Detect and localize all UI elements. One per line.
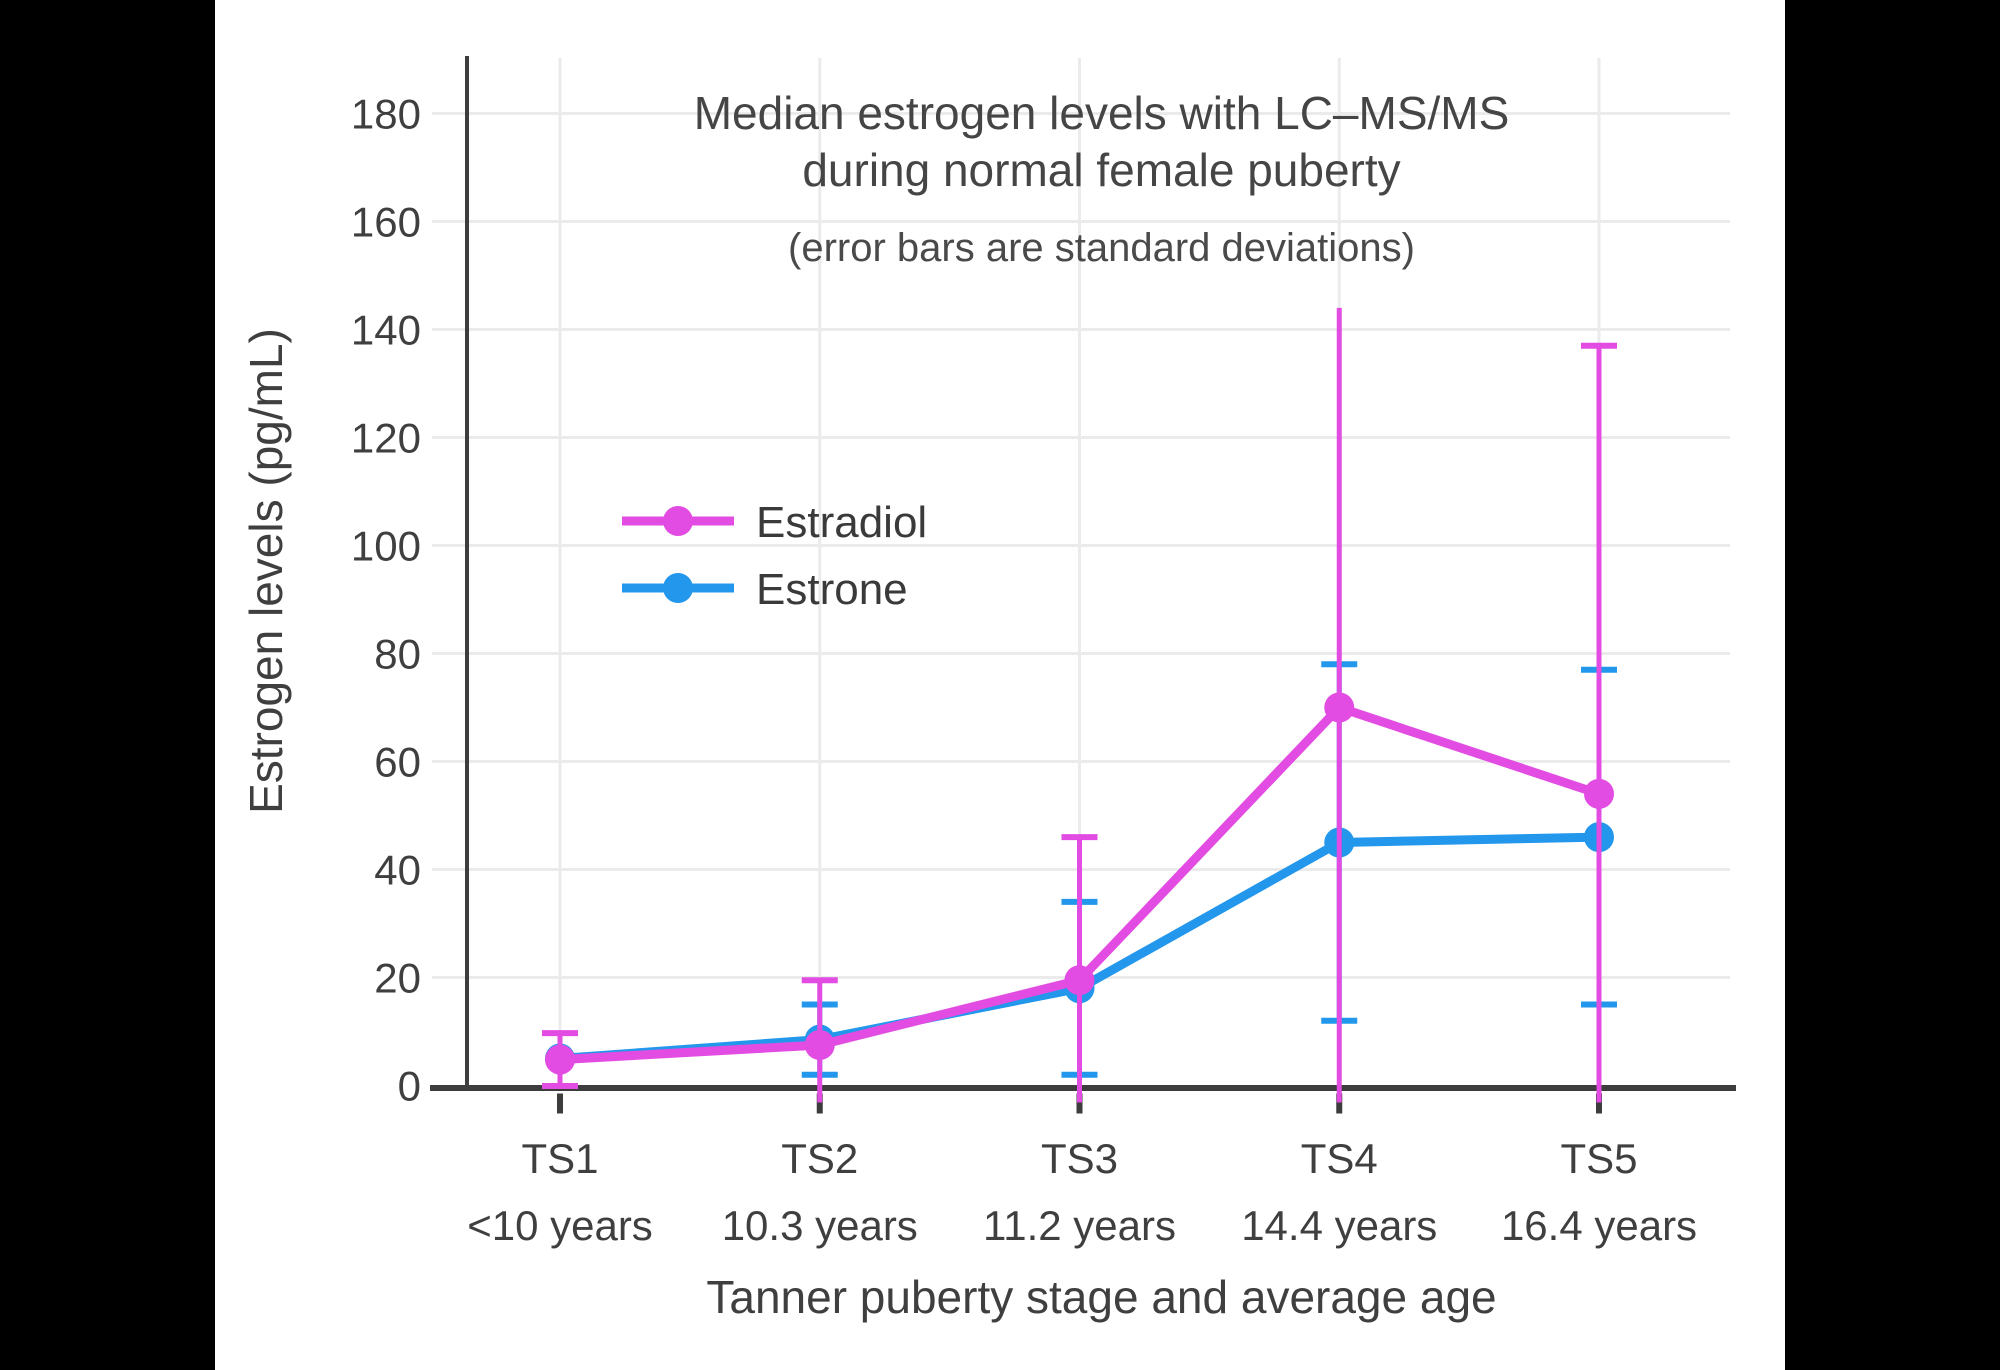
- x-tick-label-TS5: TS5: [1560, 1135, 1637, 1182]
- y-tick-label-140: 140: [351, 307, 421, 354]
- estradiol-point-TS5[interactable]: [1584, 778, 1614, 809]
- chart-subtitle: (error bars are standard deviations): [788, 226, 1415, 270]
- y-tick-label-100: 100: [351, 523, 421, 570]
- estradiol-point-TS2[interactable]: [804, 1030, 835, 1060]
- x-age-label-TS2: 10.3 years: [722, 1202, 918, 1249]
- x-tick-label-TS3: TS3: [1041, 1135, 1118, 1182]
- x-tick-label-TS2: TS2: [781, 1135, 858, 1182]
- y-axis-title: Estrogen levels (pg/mL): [240, 328, 292, 814]
- y-tick-label-60: 60: [374, 739, 421, 786]
- series-estradiol: [542, 307, 1617, 1103]
- chart-canvas: [215, 0, 1785, 1370]
- x-age-label-TS5: 16.4 years: [1501, 1202, 1697, 1249]
- estradiol-point-TS1[interactable]: [545, 1044, 575, 1075]
- y-tick-label-160: 160: [351, 199, 421, 246]
- legend-label-estrone: Estrone: [756, 565, 908, 614]
- estradiol-point-TS3[interactable]: [1064, 965, 1095, 996]
- x-age-label-TS1: <10 years: [467, 1202, 653, 1249]
- legend: Estradiol Estrone: [622, 498, 927, 614]
- legend-item-estradiol[interactable]: Estradiol: [622, 498, 927, 547]
- y-tick-label-40: 40: [374, 847, 421, 894]
- y-tick-label-0: 0: [398, 1063, 421, 1110]
- chart-title-line1: Median estrogen levels with LC–MS/MS: [694, 87, 1510, 139]
- y-tick-label-80: 80: [374, 631, 421, 678]
- legend-marker-estradiol: [663, 506, 693, 536]
- y-tick-label-180: 180: [351, 91, 421, 138]
- legend-label-estradiol: Estradiol: [756, 498, 927, 547]
- legend-item-estrone[interactable]: Estrone: [622, 565, 908, 614]
- legend-marker-estrone: [663, 573, 693, 603]
- x-age-label-TS3: 11.2 years: [983, 1202, 1176, 1249]
- x-axis-title: Tanner puberty stage and average age: [706, 1271, 1496, 1323]
- y-tick-label-120: 120: [351, 415, 421, 462]
- x-age-label-TS4: 14.4 years: [1241, 1202, 1437, 1249]
- x-tick-label-TS1: TS1: [521, 1135, 598, 1182]
- x-tick-label-TS4: TS4: [1301, 1135, 1378, 1182]
- chart-title-line2: during normal female puberty: [802, 144, 1400, 196]
- estradiol-point-TS4[interactable]: [1324, 692, 1355, 723]
- y-tick-label-20: 20: [374, 955, 421, 1002]
